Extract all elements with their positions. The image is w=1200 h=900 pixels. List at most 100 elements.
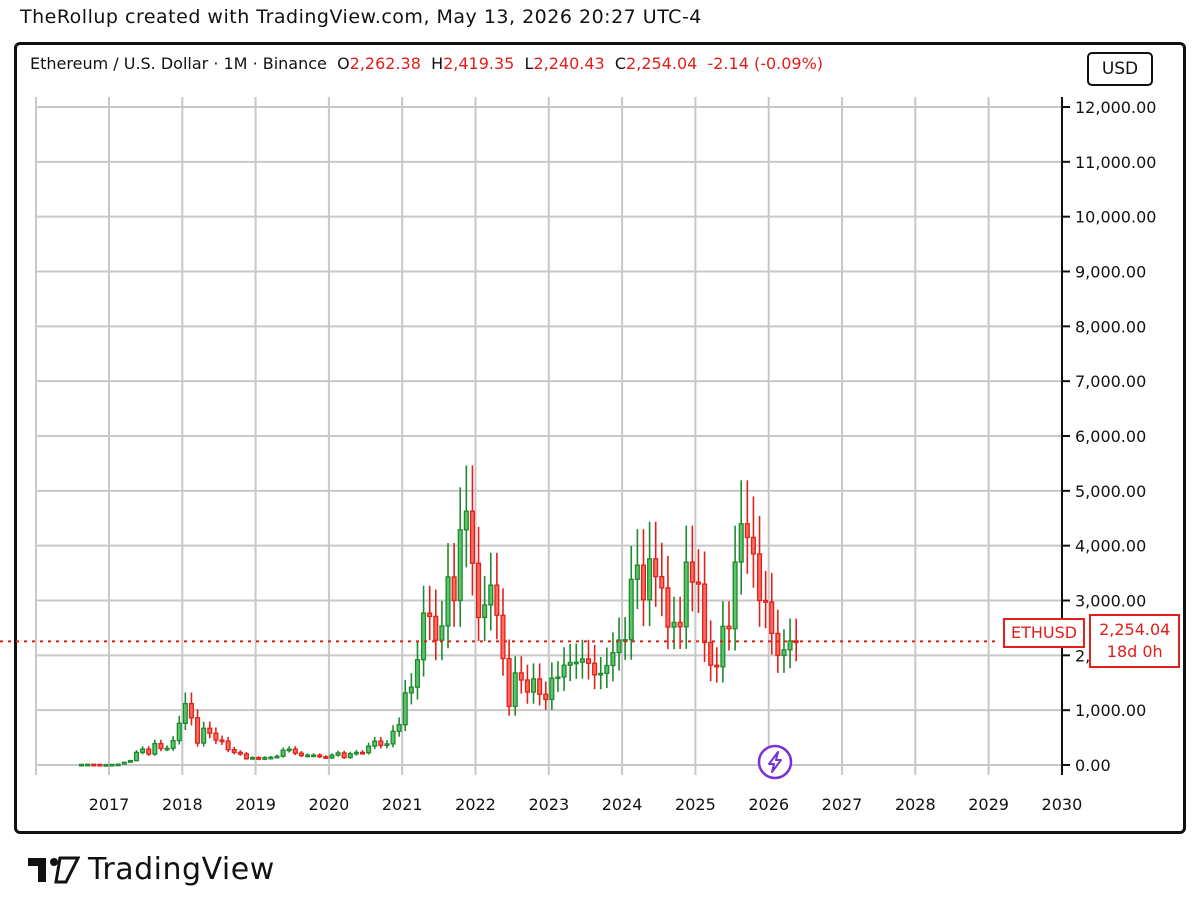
x-axis: 2017 2018 2019 2020 2021 2022 2023 2024 2025 2026… <box>89 795 1083 814</box>
x-tick-label: 2026 <box>748 795 789 814</box>
x-tick-label: 2019 <box>235 795 276 814</box>
chart-grid <box>35 97 1063 775</box>
candle <box>787 618 793 669</box>
x-tick-label: 2024 <box>602 795 643 814</box>
y-tick-label: 9,000.00 <box>1075 263 1146 282</box>
close-label: C <box>614 54 627 73</box>
candle <box>109 763 115 767</box>
x-tick-label: 2028 <box>895 795 936 814</box>
tradingview-logo-icon <box>28 856 80 883</box>
candle <box>640 529 647 627</box>
x-tick-label: 2020 <box>309 795 350 814</box>
x-tick-label: 2022 <box>455 795 496 814</box>
candle <box>335 750 341 757</box>
candle <box>604 647 610 689</box>
low-label: L <box>524 54 534 73</box>
candle <box>250 756 256 760</box>
candle <box>726 601 732 651</box>
candle <box>188 692 195 726</box>
candle <box>268 755 274 760</box>
candle <box>677 596 683 649</box>
candle <box>372 736 378 750</box>
candle <box>414 640 421 700</box>
candle <box>158 739 164 752</box>
open-value: 2,262.38 <box>349 54 421 73</box>
candle <box>146 746 152 756</box>
currency-button[interactable]: USD <box>1087 52 1153 86</box>
candle <box>482 576 488 642</box>
candle <box>243 752 249 760</box>
candle <box>647 521 653 627</box>
candle <box>231 746 237 755</box>
candle <box>506 639 512 716</box>
candle <box>457 487 463 627</box>
candle <box>543 681 549 710</box>
candle <box>384 740 390 749</box>
candle <box>378 736 384 749</box>
candle <box>359 750 366 755</box>
low-value: 2,240.43 <box>533 54 605 73</box>
candle <box>341 750 347 759</box>
candle <box>567 644 573 682</box>
candle <box>756 515 763 627</box>
candle <box>714 647 720 683</box>
candle <box>561 647 567 692</box>
candle <box>304 753 311 758</box>
candle <box>555 661 561 692</box>
candle <box>219 735 225 745</box>
candle <box>127 759 133 763</box>
candle <box>476 526 482 642</box>
candle <box>512 656 518 716</box>
candle <box>524 664 530 704</box>
candle <box>610 632 616 682</box>
candle <box>292 746 298 756</box>
candle <box>396 717 402 737</box>
candle <box>237 750 243 756</box>
x-tick-label: 2021 <box>382 795 423 814</box>
y-tick-label: 12,000.00 <box>1075 98 1156 117</box>
candle <box>78 763 85 767</box>
candle <box>628 545 634 660</box>
price-label: ETHUSD 2,254.04 18d 0h <box>1003 614 1181 668</box>
candle <box>317 753 323 759</box>
candle <box>695 549 701 614</box>
candle <box>750 496 756 588</box>
y-tick-label: 11,000.00 <box>1075 153 1156 172</box>
candle <box>445 543 451 649</box>
candle <box>579 639 585 679</box>
x-tick-label: 2018 <box>162 795 203 814</box>
candle <box>616 617 622 671</box>
candle <box>133 750 140 762</box>
candle <box>433 589 439 661</box>
candle <box>598 656 604 690</box>
tradingview-logo[interactable]: TradingView <box>26 852 275 887</box>
y-tick-label: 5,000.00 <box>1075 482 1146 501</box>
candle <box>140 746 146 755</box>
candle <box>170 736 176 751</box>
candle <box>207 721 213 739</box>
candle <box>518 656 524 694</box>
candle <box>689 525 695 612</box>
candle <box>85 763 91 767</box>
candle <box>366 742 372 755</box>
price-label-symbol: ETHUSD <box>1003 618 1086 648</box>
open-label: O <box>337 54 350 73</box>
y-tick-label: 1,000.00 <box>1075 701 1146 720</box>
candle <box>622 617 628 660</box>
candle <box>634 529 640 610</box>
candle <box>97 763 103 767</box>
candle <box>256 756 262 761</box>
candle <box>683 525 689 649</box>
candle <box>708 620 714 682</box>
candle <box>573 643 579 679</box>
x-tick-label: 2029 <box>968 795 1009 814</box>
candle <box>530 663 537 704</box>
lightning-event-icon <box>757 744 793 780</box>
candle <box>152 739 158 756</box>
y-tick-label: 4,000.00 <box>1075 537 1146 556</box>
candle <box>91 763 97 767</box>
candle <box>537 663 543 706</box>
candle <box>164 745 170 752</box>
candle <box>182 692 188 730</box>
